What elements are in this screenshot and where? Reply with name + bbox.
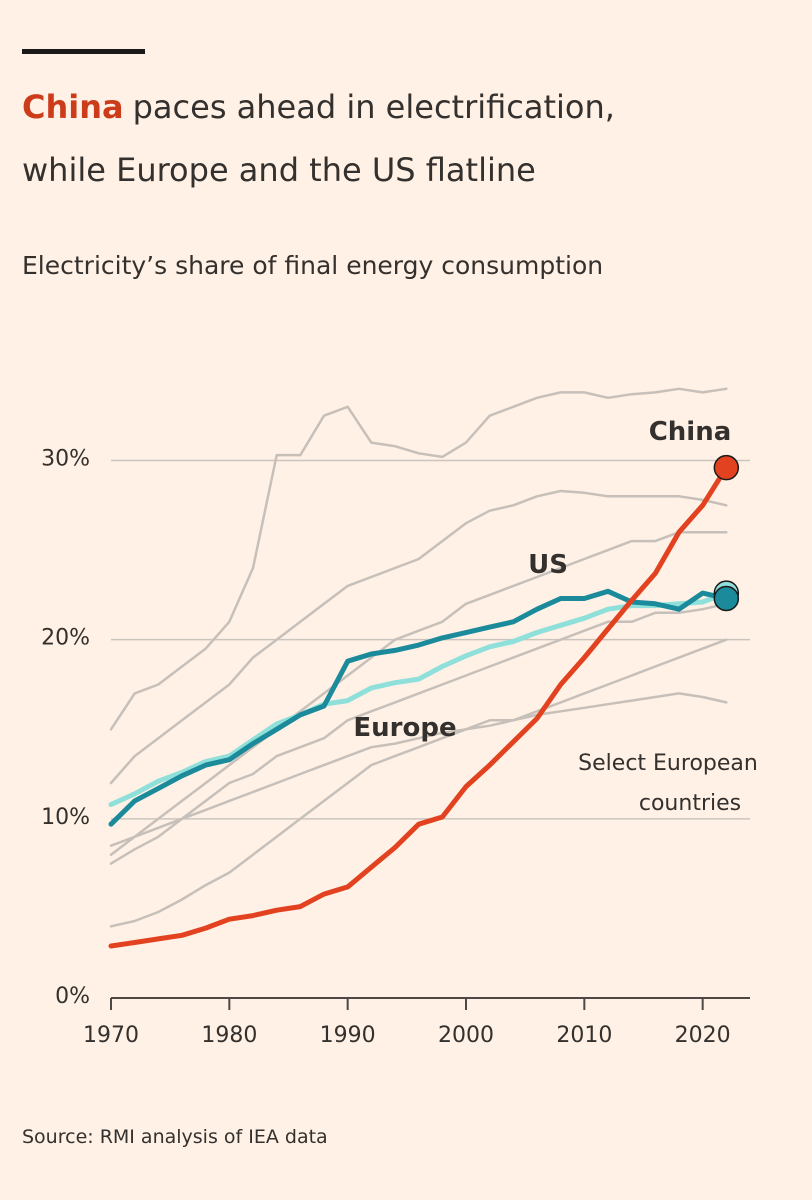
y-tick-label: 30% [41, 447, 90, 472]
gray-label: Select European [578, 751, 758, 776]
x-tick-label: 1990 [320, 1023, 376, 1048]
end-dot [713, 454, 740, 481]
source: Source: RMI analysis of IEA data [22, 1126, 328, 1148]
title-highlight: China [22, 88, 124, 126]
country-line [109, 387, 728, 731]
series-label: China [649, 417, 732, 447]
y-tick-label: 0% [55, 984, 90, 1009]
title-line: while Europe and the US flatline [22, 151, 536, 189]
series-line [108, 588, 729, 827]
x-tick-label: 2010 [556, 1023, 612, 1048]
country-line [109, 602, 728, 865]
gray-label: countries [639, 791, 741, 816]
top-bar [22, 49, 145, 54]
chart-title: China paces ahead in electrification, [22, 88, 615, 126]
x-tick-label: 1980 [201, 1023, 257, 1048]
x-tick-label: 2000 [438, 1023, 494, 1048]
country-line [109, 530, 728, 856]
series-label: US [528, 550, 568, 580]
title-line: paces ahead in electrification, [133, 88, 615, 126]
x-tick-label: 2020 [675, 1023, 731, 1048]
series-label: Europe [353, 713, 456, 743]
series-line [108, 465, 729, 949]
y-tick-label: 20% [41, 626, 90, 651]
country-line [109, 692, 728, 847]
end-dot [713, 585, 740, 612]
country-line [109, 638, 728, 928]
y-tick-label: 10% [41, 805, 90, 830]
subtitle: Electricity’s share of final energy cons… [22, 251, 603, 280]
x-tick-label: 1970 [83, 1023, 139, 1048]
country-line [109, 489, 728, 785]
